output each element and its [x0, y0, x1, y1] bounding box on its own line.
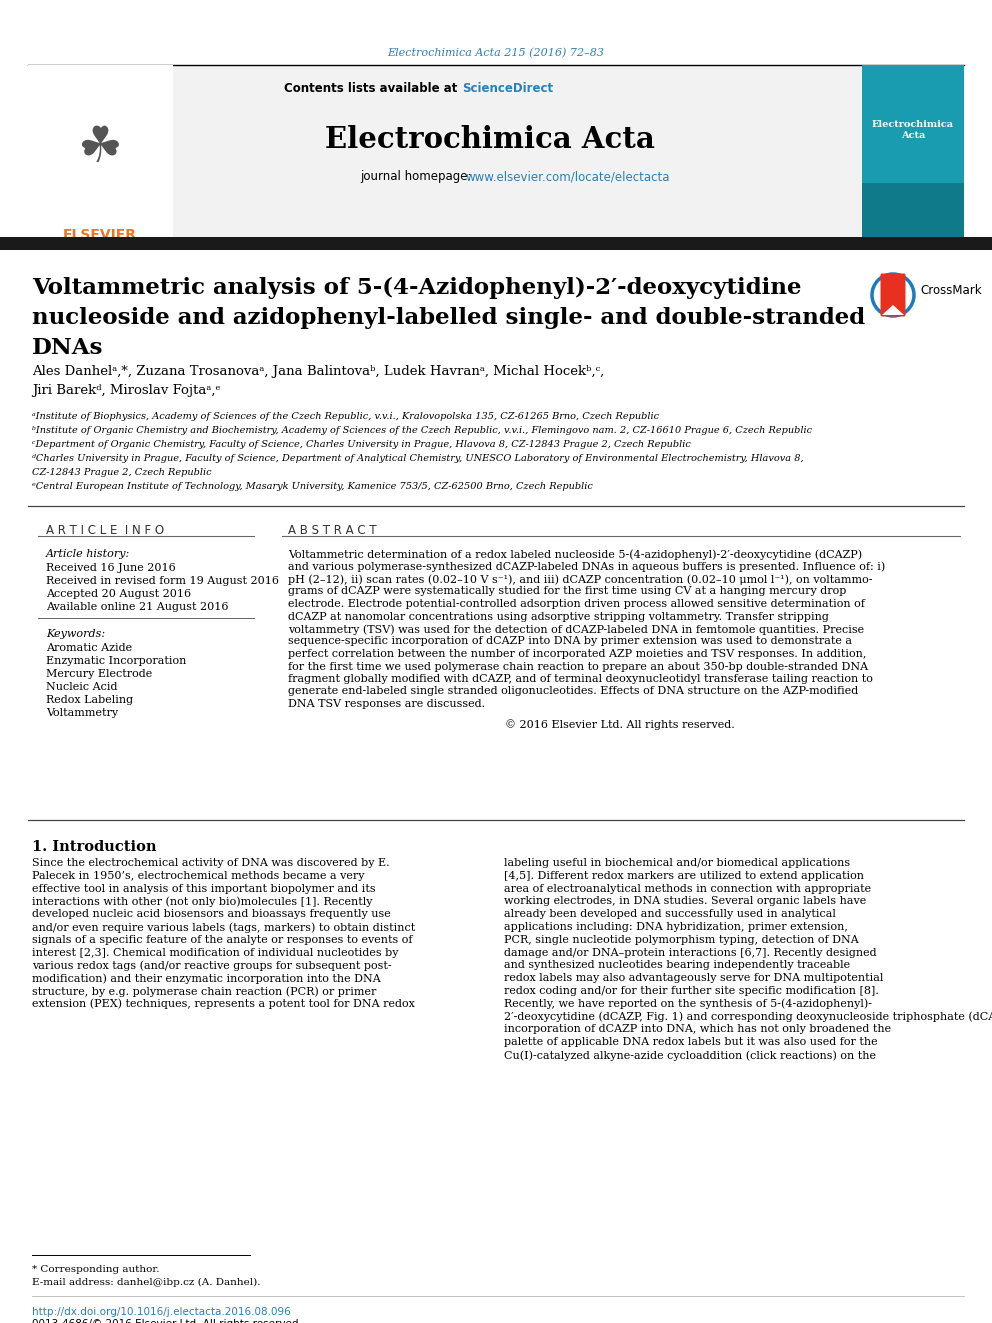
Text: and/or even require various labels (tags, markers) to obtain distinct: and/or even require various labels (tags… — [32, 922, 416, 933]
Text: working electrodes, in DNA studies. Several organic labels have: working electrodes, in DNA studies. Seve… — [504, 897, 866, 906]
Text: structure, by e.g. polymerase chain reaction (PCR) or primer: structure, by e.g. polymerase chain reac… — [32, 986, 376, 996]
FancyBboxPatch shape — [28, 65, 862, 238]
Text: Article history:: Article history: — [46, 549, 130, 560]
Text: Palecek in 1950’s, electrochemical methods became a very: Palecek in 1950’s, electrochemical metho… — [32, 871, 364, 881]
Text: [4,5]. Different redox markers are utilized to extend application: [4,5]. Different redox markers are utili… — [504, 871, 864, 881]
Text: perfect correlation between the number of incorporated AZP moieties and TSV resp: perfect correlation between the number o… — [288, 650, 866, 659]
Text: applications including: DNA hybridization, primer extension,: applications including: DNA hybridizatio… — [504, 922, 848, 931]
Text: Jiri Barekᵈ, Miroslav Fojtaᵃ,ᵉ: Jiri Barekᵈ, Miroslav Fojtaᵃ,ᵉ — [32, 384, 220, 397]
Text: redox coding and/or for their further site specific modification [8].: redox coding and/or for their further si… — [504, 986, 879, 996]
Text: extension (PEX) techniques, represents a potent tool for DNA redox: extension (PEX) techniques, represents a… — [32, 999, 415, 1009]
Text: www.elsevier.com/locate/electacta: www.elsevier.com/locate/electacta — [466, 169, 671, 183]
Text: A B S T R A C T: A B S T R A C T — [288, 524, 377, 537]
Text: interest [2,3]. Chemical modification of individual nucleotides by: interest [2,3]. Chemical modification of… — [32, 947, 399, 958]
Text: Redox Labeling: Redox Labeling — [46, 695, 133, 705]
Text: Electrochimica Acta: Electrochimica Acta — [325, 124, 655, 153]
Text: http://dx.doi.org/10.1016/j.electacta.2016.08.096: http://dx.doi.org/10.1016/j.electacta.20… — [32, 1307, 291, 1316]
Text: nucleoside and azidophenyl-labelled single- and double-stranded: nucleoside and azidophenyl-labelled sing… — [32, 307, 865, 329]
Text: electrode. Electrode potential-controlled adsorption driven process allowed sens: electrode. Electrode potential-controlle… — [288, 599, 865, 609]
Text: © 2016 Elsevier Ltd. All rights reserved.: © 2016 Elsevier Ltd. All rights reserved… — [505, 720, 735, 730]
Text: 2′-deoxycytidine (dCAZP, Fig. 1) and corresponding deoxynucleoside triphosphate : 2′-deoxycytidine (dCAZP, Fig. 1) and cor… — [504, 1012, 992, 1023]
Text: E-mail address: danhel@ibp.cz (A. Danhel).: E-mail address: danhel@ibp.cz (A. Danhel… — [32, 1278, 261, 1287]
Text: damage and/or DNA–protein interactions [6,7]. Recently designed: damage and/or DNA–protein interactions [… — [504, 947, 877, 958]
Text: CrossMark: CrossMark — [920, 283, 982, 296]
Text: incorporation of dCAZP into DNA, which has not only broadened the: incorporation of dCAZP into DNA, which h… — [504, 1024, 891, 1035]
Text: redox labels may also advantageously serve for DNA multipotential: redox labels may also advantageously ser… — [504, 974, 883, 983]
Text: signals of a specific feature of the analyte or responses to events of: signals of a specific feature of the ana… — [32, 935, 413, 945]
Text: Electrochimica
Acta: Electrochimica Acta — [872, 120, 954, 140]
Text: fragment globally modified with dCAZP, and of terminal deoxynucleotidyl transfer: fragment globally modified with dCAZP, a… — [288, 673, 873, 684]
Text: grams of dCAZP were systematically studied for the first time using CV at a hang: grams of dCAZP were systematically studi… — [288, 586, 846, 597]
Text: area of electroanalytical methods in connection with appropriate: area of electroanalytical methods in con… — [504, 884, 871, 893]
FancyBboxPatch shape — [862, 183, 964, 238]
Text: already been developed and successfully used in analytical: already been developed and successfully … — [504, 909, 836, 919]
Text: various redox tags (and/or reactive groups for subsequent post-: various redox tags (and/or reactive grou… — [32, 960, 392, 971]
Text: ScienceDirect: ScienceDirect — [462, 82, 554, 95]
Text: Enzymatic Incorporation: Enzymatic Incorporation — [46, 656, 186, 665]
Text: interactions with other (not only bio)molecules [1]. Recently: interactions with other (not only bio)mo… — [32, 897, 373, 908]
Text: DNA TSV responses are discussed.: DNA TSV responses are discussed. — [288, 699, 485, 709]
Text: Voltammetric analysis of 5-(4-Azidophenyl)-2′-deoxycytidine: Voltammetric analysis of 5-(4-Azidopheny… — [32, 277, 802, 299]
Text: journal homepage:: journal homepage: — [360, 169, 475, 183]
Text: 1. Introduction: 1. Introduction — [32, 840, 157, 855]
Text: voltammetry (TSV) was used for the detection of dCAZP-labeled DNA in femtomole q: voltammetry (TSV) was used for the detec… — [288, 624, 864, 635]
Text: Received 16 June 2016: Received 16 June 2016 — [46, 564, 176, 573]
Text: and synthesized nucleotides bearing independently traceable: and synthesized nucleotides bearing inde… — [504, 960, 850, 970]
Text: ᵈCharles University in Prague, Faculty of Science, Department of Analytical Chem: ᵈCharles University in Prague, Faculty o… — [32, 454, 804, 463]
Text: A R T I C L E  I N F O: A R T I C L E I N F O — [46, 524, 164, 537]
Text: labeling useful in biochemical and/or biomedical applications: labeling useful in biochemical and/or bi… — [504, 859, 850, 868]
Text: DNAs: DNAs — [32, 337, 103, 359]
Text: * Corresponding author.: * Corresponding author. — [32, 1265, 160, 1274]
Text: CZ-12843 Prague 2, Czech Republic: CZ-12843 Prague 2, Czech Republic — [32, 468, 211, 478]
Text: ᵉCentral European Institute of Technology, Masaryk University, Kamenice 753/5, C: ᵉCentral European Institute of Technolog… — [32, 482, 593, 491]
Text: Recently, we have reported on the synthesis of 5-(4-azidophenyl)-: Recently, we have reported on the synthe… — [504, 999, 872, 1009]
Text: ᵇInstitute of Organic Chemistry and Biochemistry, Academy of Sciences of the Cze: ᵇInstitute of Organic Chemistry and Bioc… — [32, 426, 812, 435]
Text: Keywords:: Keywords: — [46, 628, 105, 639]
Text: Nucleic Acid: Nucleic Acid — [46, 681, 117, 692]
Text: Electrochimica Acta 215 (2016) 72–83: Electrochimica Acta 215 (2016) 72–83 — [388, 48, 604, 58]
FancyBboxPatch shape — [881, 274, 906, 316]
Text: Ales Danhelᵃ,*, Zuzana Trosanovaᵃ, Jana Balintovaᵇ, Ludek Havranᵃ, Michal Hocekᵇ: Ales Danhelᵃ,*, Zuzana Trosanovaᵃ, Jana … — [32, 365, 604, 378]
Text: modification) and their enzymatic incorporation into the DNA: modification) and their enzymatic incorp… — [32, 974, 381, 984]
Text: Voltammetry: Voltammetry — [46, 708, 118, 718]
Text: sequence-specific incorporation of dCAZP into DNA by primer extension was used t: sequence-specific incorporation of dCAZP… — [288, 636, 852, 647]
Text: ☘: ☘ — [77, 124, 122, 172]
Text: ᵃInstitute of Biophysics, Academy of Sciences of the Czech Republic, v.v.i., Kra: ᵃInstitute of Biophysics, Academy of Sci… — [32, 411, 659, 421]
Text: effective tool in analysis of this important biopolymer and its: effective tool in analysis of this impor… — [32, 884, 376, 893]
Text: pH (2–12), ii) scan rates (0.02–10 V s⁻¹), and iii) dCAZP concentration (0.02–10: pH (2–12), ii) scan rates (0.02–10 V s⁻¹… — [288, 574, 873, 585]
Text: ELSEVIER: ELSEVIER — [63, 228, 137, 242]
Text: Mercury Electrode: Mercury Electrode — [46, 669, 152, 679]
Circle shape — [872, 274, 914, 316]
Text: dCAZP at nanomolar concentrations using adsorptive stripping voltammetry. Transf: dCAZP at nanomolar concentrations using … — [288, 611, 829, 622]
Text: generate end-labeled single stranded oligonucleotides. Effects of DNA structure : generate end-labeled single stranded oli… — [288, 687, 858, 696]
Text: Received in revised form 19 August 2016: Received in revised form 19 August 2016 — [46, 576, 279, 586]
Text: and various polymerase-synthesized dCAZP-labeled DNAs in aqueous buffers is pres: and various polymerase-synthesized dCAZP… — [288, 561, 885, 572]
FancyBboxPatch shape — [0, 237, 992, 250]
Text: ᶜDepartment of Organic Chemistry, Faculty of Science, Charles University in Prag: ᶜDepartment of Organic Chemistry, Facult… — [32, 441, 690, 448]
Text: for the first time we used polymerase chain reaction to prepare an about 350-bp : for the first time we used polymerase ch… — [288, 662, 868, 672]
Text: Since the electrochemical activity of DNA was discovered by E.: Since the electrochemical activity of DN… — [32, 859, 390, 868]
FancyBboxPatch shape — [862, 65, 964, 238]
Text: palette of applicable DNA redox labels but it was also used for the: palette of applicable DNA redox labels b… — [504, 1037, 878, 1048]
Text: Cu(I)-catalyzed alkyne-azide cycloaddition (click reactions) on the: Cu(I)-catalyzed alkyne-azide cycloadditi… — [504, 1050, 876, 1061]
Text: Available online 21 August 2016: Available online 21 August 2016 — [46, 602, 228, 613]
Text: developed nucleic acid biosensors and bioassays frequently use: developed nucleic acid biosensors and bi… — [32, 909, 391, 919]
Polygon shape — [882, 306, 904, 315]
Text: Voltammetric determination of a redox labeled nucleoside 5-(4-azidophenyl)-2′-de: Voltammetric determination of a redox la… — [288, 549, 862, 560]
Text: PCR, single nucleotide polymorphism typing, detection of DNA: PCR, single nucleotide polymorphism typi… — [504, 935, 859, 945]
Text: Aromatic Azide: Aromatic Azide — [46, 643, 132, 654]
Text: 0013-4686/© 2016 Elsevier Ltd. All rights reserved.: 0013-4686/© 2016 Elsevier Ltd. All right… — [32, 1319, 302, 1323]
Text: Contents lists available at: Contents lists available at — [285, 82, 462, 95]
FancyBboxPatch shape — [28, 65, 173, 238]
Text: Accepted 20 August 2016: Accepted 20 August 2016 — [46, 589, 191, 599]
